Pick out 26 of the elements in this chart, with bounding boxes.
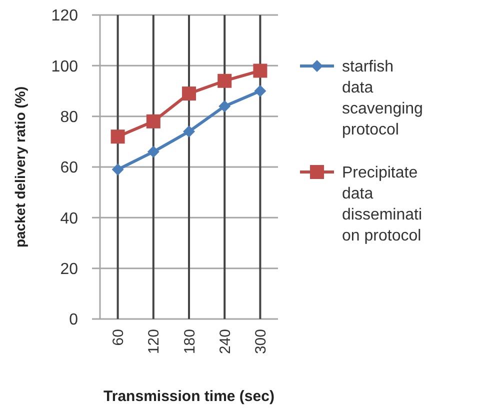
x-tick-label: 120 (146, 329, 163, 354)
y-tick-label: 40 (60, 210, 78, 228)
y-tick-label: 100 (51, 58, 78, 76)
x-tick-label: 240 (216, 329, 234, 354)
y-axis-title: packet delivery ratio (%) (12, 86, 28, 248)
point (182, 86, 196, 101)
x-tick-label: 60 (110, 329, 128, 346)
y-tick-label: 20 (60, 260, 78, 278)
point (147, 146, 160, 158)
y-tick-label: 80 (60, 108, 78, 126)
point (254, 85, 266, 97)
x-axis-title: Transmission time (sec) (104, 388, 274, 405)
y-tick-label: 60 (60, 160, 78, 177)
legend-label: starfish data scavenging protocol (342, 58, 423, 139)
y-tick-label: 120 (51, 8, 78, 25)
y-tick-label: 0 (69, 312, 78, 329)
x-tick-label: 300 (252, 329, 270, 354)
point (146, 114, 160, 128)
point (112, 164, 124, 176)
x-tick-label: 180 (181, 329, 198, 354)
point (218, 74, 232, 88)
legend-label: Precipitate data dissemination protocol (342, 164, 422, 245)
point (218, 100, 231, 112)
point (110, 130, 125, 144)
point (253, 64, 268, 78)
point (183, 126, 195, 138)
